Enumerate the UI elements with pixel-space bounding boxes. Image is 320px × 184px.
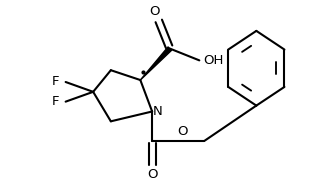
Text: F: F — [52, 75, 60, 89]
Text: N: N — [153, 105, 163, 118]
Text: O: O — [177, 125, 188, 138]
Polygon shape — [140, 47, 172, 80]
Text: O: O — [147, 168, 157, 181]
Text: OH: OH — [203, 54, 223, 67]
Text: F: F — [52, 95, 60, 108]
Text: O: O — [149, 5, 159, 18]
